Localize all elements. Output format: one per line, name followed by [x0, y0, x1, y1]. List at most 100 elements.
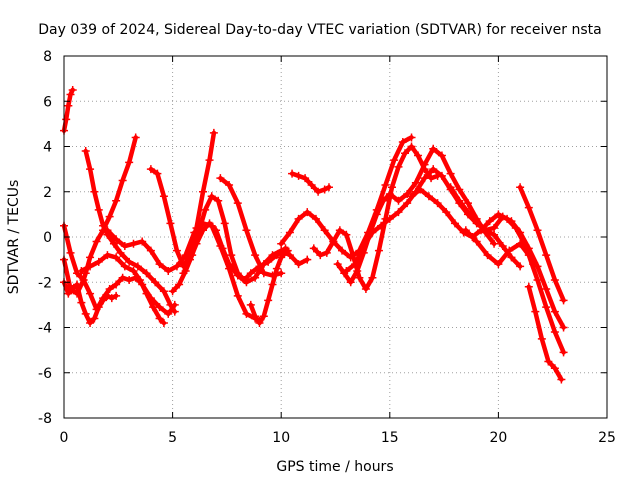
data-point [450, 219, 459, 228]
x-tick-label: 25 [598, 430, 616, 446]
y-tick-label: -4 [38, 321, 52, 337]
data-layer [60, 85, 568, 384]
data-point [112, 235, 121, 244]
data-point [94, 257, 103, 266]
data-point [516, 239, 525, 248]
data-point [429, 165, 438, 174]
data-point [164, 309, 173, 318]
sat-trace-12 [246, 246, 292, 327]
data-point [151, 278, 160, 287]
y-tick-label: 8 [43, 49, 52, 65]
data-point [472, 237, 481, 246]
data-point [429, 144, 438, 153]
data-point [255, 318, 264, 327]
data-point [394, 196, 403, 205]
data-point [68, 285, 77, 294]
data-point [483, 251, 492, 260]
data-point [294, 260, 303, 269]
data-point [129, 239, 138, 248]
data-point [524, 203, 533, 212]
y-tick-label: 0 [43, 230, 52, 246]
data-point [146, 246, 155, 255]
data-point [294, 214, 303, 223]
data-point [481, 226, 490, 235]
sat-trace-21 [516, 183, 568, 305]
data-point [394, 208, 403, 217]
data-point [303, 255, 312, 264]
data-point [377, 221, 386, 230]
data-point [288, 169, 297, 178]
data-point [73, 280, 82, 289]
y-tick-label: -2 [38, 275, 52, 291]
data-point [374, 246, 383, 255]
data-point [225, 180, 234, 189]
data-point [216, 174, 225, 183]
axis-ticks [63, 55, 608, 419]
sat-trace-02 [60, 221, 179, 318]
data-point [351, 260, 360, 269]
data-point [550, 275, 559, 284]
data-point [516, 183, 525, 192]
data-point [64, 289, 73, 298]
data-point [329, 237, 338, 246]
data-point [394, 162, 403, 171]
data-point [303, 208, 312, 217]
data-point [385, 190, 394, 199]
data-point [120, 242, 129, 251]
data-point [355, 273, 364, 282]
data-point [212, 226, 221, 235]
data-point [542, 303, 551, 312]
data-point [227, 251, 236, 260]
data-point [407, 142, 416, 151]
series-line [278, 135, 414, 260]
data-point [142, 289, 151, 298]
data-point [524, 282, 533, 291]
data-point [209, 128, 218, 137]
data-point [77, 298, 86, 307]
data-point [120, 262, 129, 271]
data-point [220, 219, 229, 228]
data-point [205, 156, 214, 165]
data-point [324, 183, 333, 192]
data-point [533, 226, 542, 235]
data-point [166, 219, 175, 228]
data-point [81, 309, 90, 318]
x-tick-label: 5 [168, 430, 177, 446]
sat-trace-13 [288, 169, 333, 196]
data-point [77, 266, 86, 275]
data-point [259, 269, 268, 278]
data-point [66, 90, 75, 99]
data-point [311, 214, 320, 223]
data-point [455, 185, 464, 194]
data-point [342, 266, 351, 275]
x-tick-label: 0 [60, 430, 69, 446]
data-point [559, 323, 568, 332]
data-point [86, 289, 95, 298]
data-point [272, 264, 281, 273]
data-point [463, 208, 472, 217]
data-point [559, 348, 568, 357]
y-tick-label: 4 [43, 140, 52, 156]
data-point [264, 296, 273, 305]
sat-trace-05 [81, 147, 179, 316]
data-point [251, 312, 260, 321]
data-point [333, 260, 342, 269]
data-point [94, 205, 103, 214]
data-point [192, 239, 201, 248]
data-point [498, 242, 507, 251]
data-point [368, 228, 377, 237]
data-point [116, 248, 125, 257]
data-point [507, 217, 516, 226]
data-point [516, 262, 525, 271]
data-point [159, 192, 168, 201]
data-point [268, 251, 277, 260]
data-point [155, 314, 164, 323]
data-point [90, 187, 99, 196]
data-point [433, 199, 442, 208]
data-point [398, 137, 407, 146]
data-point [472, 217, 481, 226]
data-point [381, 180, 390, 189]
data-point [92, 237, 101, 246]
